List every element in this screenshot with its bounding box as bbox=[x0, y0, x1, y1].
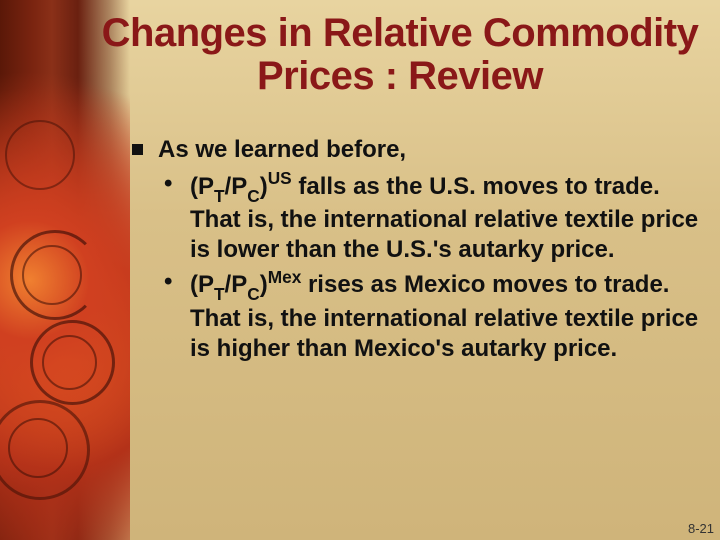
dot-bullet-icon: • bbox=[164, 267, 172, 297]
formula-part: (P bbox=[190, 173, 214, 200]
formula-part: ) bbox=[260, 173, 268, 200]
formula-part: ) bbox=[260, 271, 268, 298]
swirl-decoration bbox=[22, 245, 82, 305]
slide-body: As we learned before, • (PT/PC)US falls … bbox=[130, 135, 700, 364]
square-bullet-icon bbox=[132, 144, 143, 155]
bullet-text: (PT/PC)US falls as the U.S. moves to tra… bbox=[190, 173, 698, 263]
bullet-text: As we learned before, bbox=[158, 136, 406, 163]
subscript: T bbox=[214, 186, 225, 206]
swirl-decoration bbox=[8, 418, 68, 478]
formula-part: /P bbox=[225, 271, 248, 298]
bullet-level2: • (PT/PC)Mex rises as Mexico moves to tr… bbox=[130, 267, 700, 363]
slide-number: 8-21 bbox=[688, 521, 714, 536]
swirl-decoration bbox=[5, 120, 75, 190]
superscript: US bbox=[268, 168, 292, 188]
formula-part: (P bbox=[190, 271, 214, 298]
bullet-text: (PT/PC)Mex rises as Mexico moves to trad… bbox=[190, 271, 698, 361]
slide-title: Changes in Relative Commodity Prices : R… bbox=[90, 12, 710, 98]
slide: Changes in Relative Commodity Prices : R… bbox=[0, 0, 720, 540]
bullet-level2: • (PT/PC)US falls as the U.S. moves to t… bbox=[130, 169, 700, 265]
subscript: C bbox=[247, 284, 259, 304]
subscript: C bbox=[247, 186, 259, 206]
dot-bullet-icon: • bbox=[164, 169, 172, 199]
bullet-level1: As we learned before, bbox=[130, 135, 700, 165]
swirl-decoration bbox=[42, 335, 97, 390]
formula-part: /P bbox=[225, 173, 248, 200]
superscript: Mex bbox=[268, 267, 302, 287]
subscript: T bbox=[214, 284, 225, 304]
